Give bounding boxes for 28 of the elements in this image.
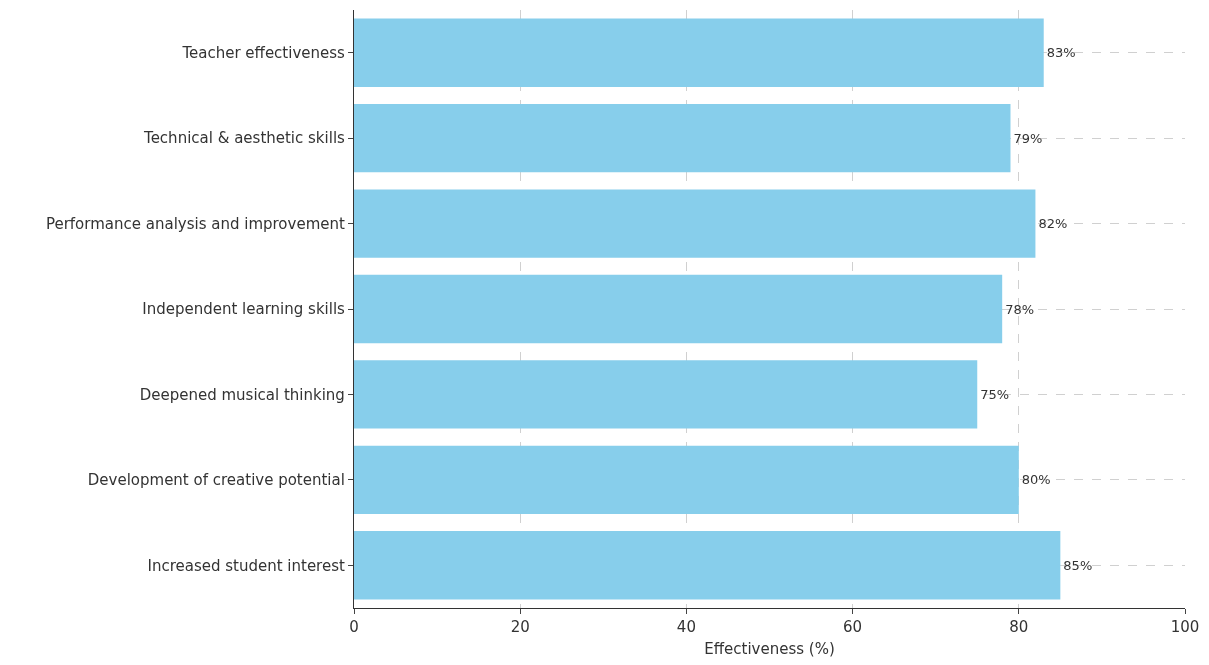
x-tick-label: 80 bbox=[1009, 618, 1029, 637]
x-tick-label: 0 bbox=[349, 618, 359, 637]
bar bbox=[354, 531, 1061, 600]
y-tick-label: Teacher effectiveness bbox=[181, 43, 346, 62]
y-tick-label: Increased student interest bbox=[147, 556, 346, 575]
x-axis-title: Effectiveness (%) bbox=[704, 640, 835, 659]
data-label: 75% bbox=[980, 386, 1010, 402]
y-tick-label: Performance analysis and improvement bbox=[45, 214, 346, 233]
bar bbox=[354, 189, 1036, 258]
bar bbox=[354, 18, 1044, 87]
bar bbox=[354, 274, 1003, 344]
x-tick-label: 60 bbox=[843, 618, 863, 637]
x-tick-label: 100 bbox=[1170, 618, 1200, 637]
data-label: 83% bbox=[1046, 45, 1076, 61]
y-tick-label: Development of creative potential bbox=[87, 471, 345, 490]
y-tick-label: Independent learning skills bbox=[142, 300, 346, 319]
y-tick-label: Deepened musical thinking bbox=[139, 385, 345, 404]
data-label: 82% bbox=[1038, 216, 1068, 232]
y-tick-label: Technical & aesthetic skills bbox=[143, 129, 346, 148]
x-tick-label: 20 bbox=[510, 618, 530, 637]
x-tick-label: 40 bbox=[676, 618, 696, 637]
data-label: 79% bbox=[1013, 130, 1043, 146]
bar bbox=[354, 360, 978, 429]
data-label: 85% bbox=[1063, 557, 1093, 573]
data-label: 80% bbox=[1021, 472, 1051, 488]
bar bbox=[354, 103, 1011, 173]
bar bbox=[354, 445, 1019, 515]
data-label: 78% bbox=[1005, 301, 1035, 317]
